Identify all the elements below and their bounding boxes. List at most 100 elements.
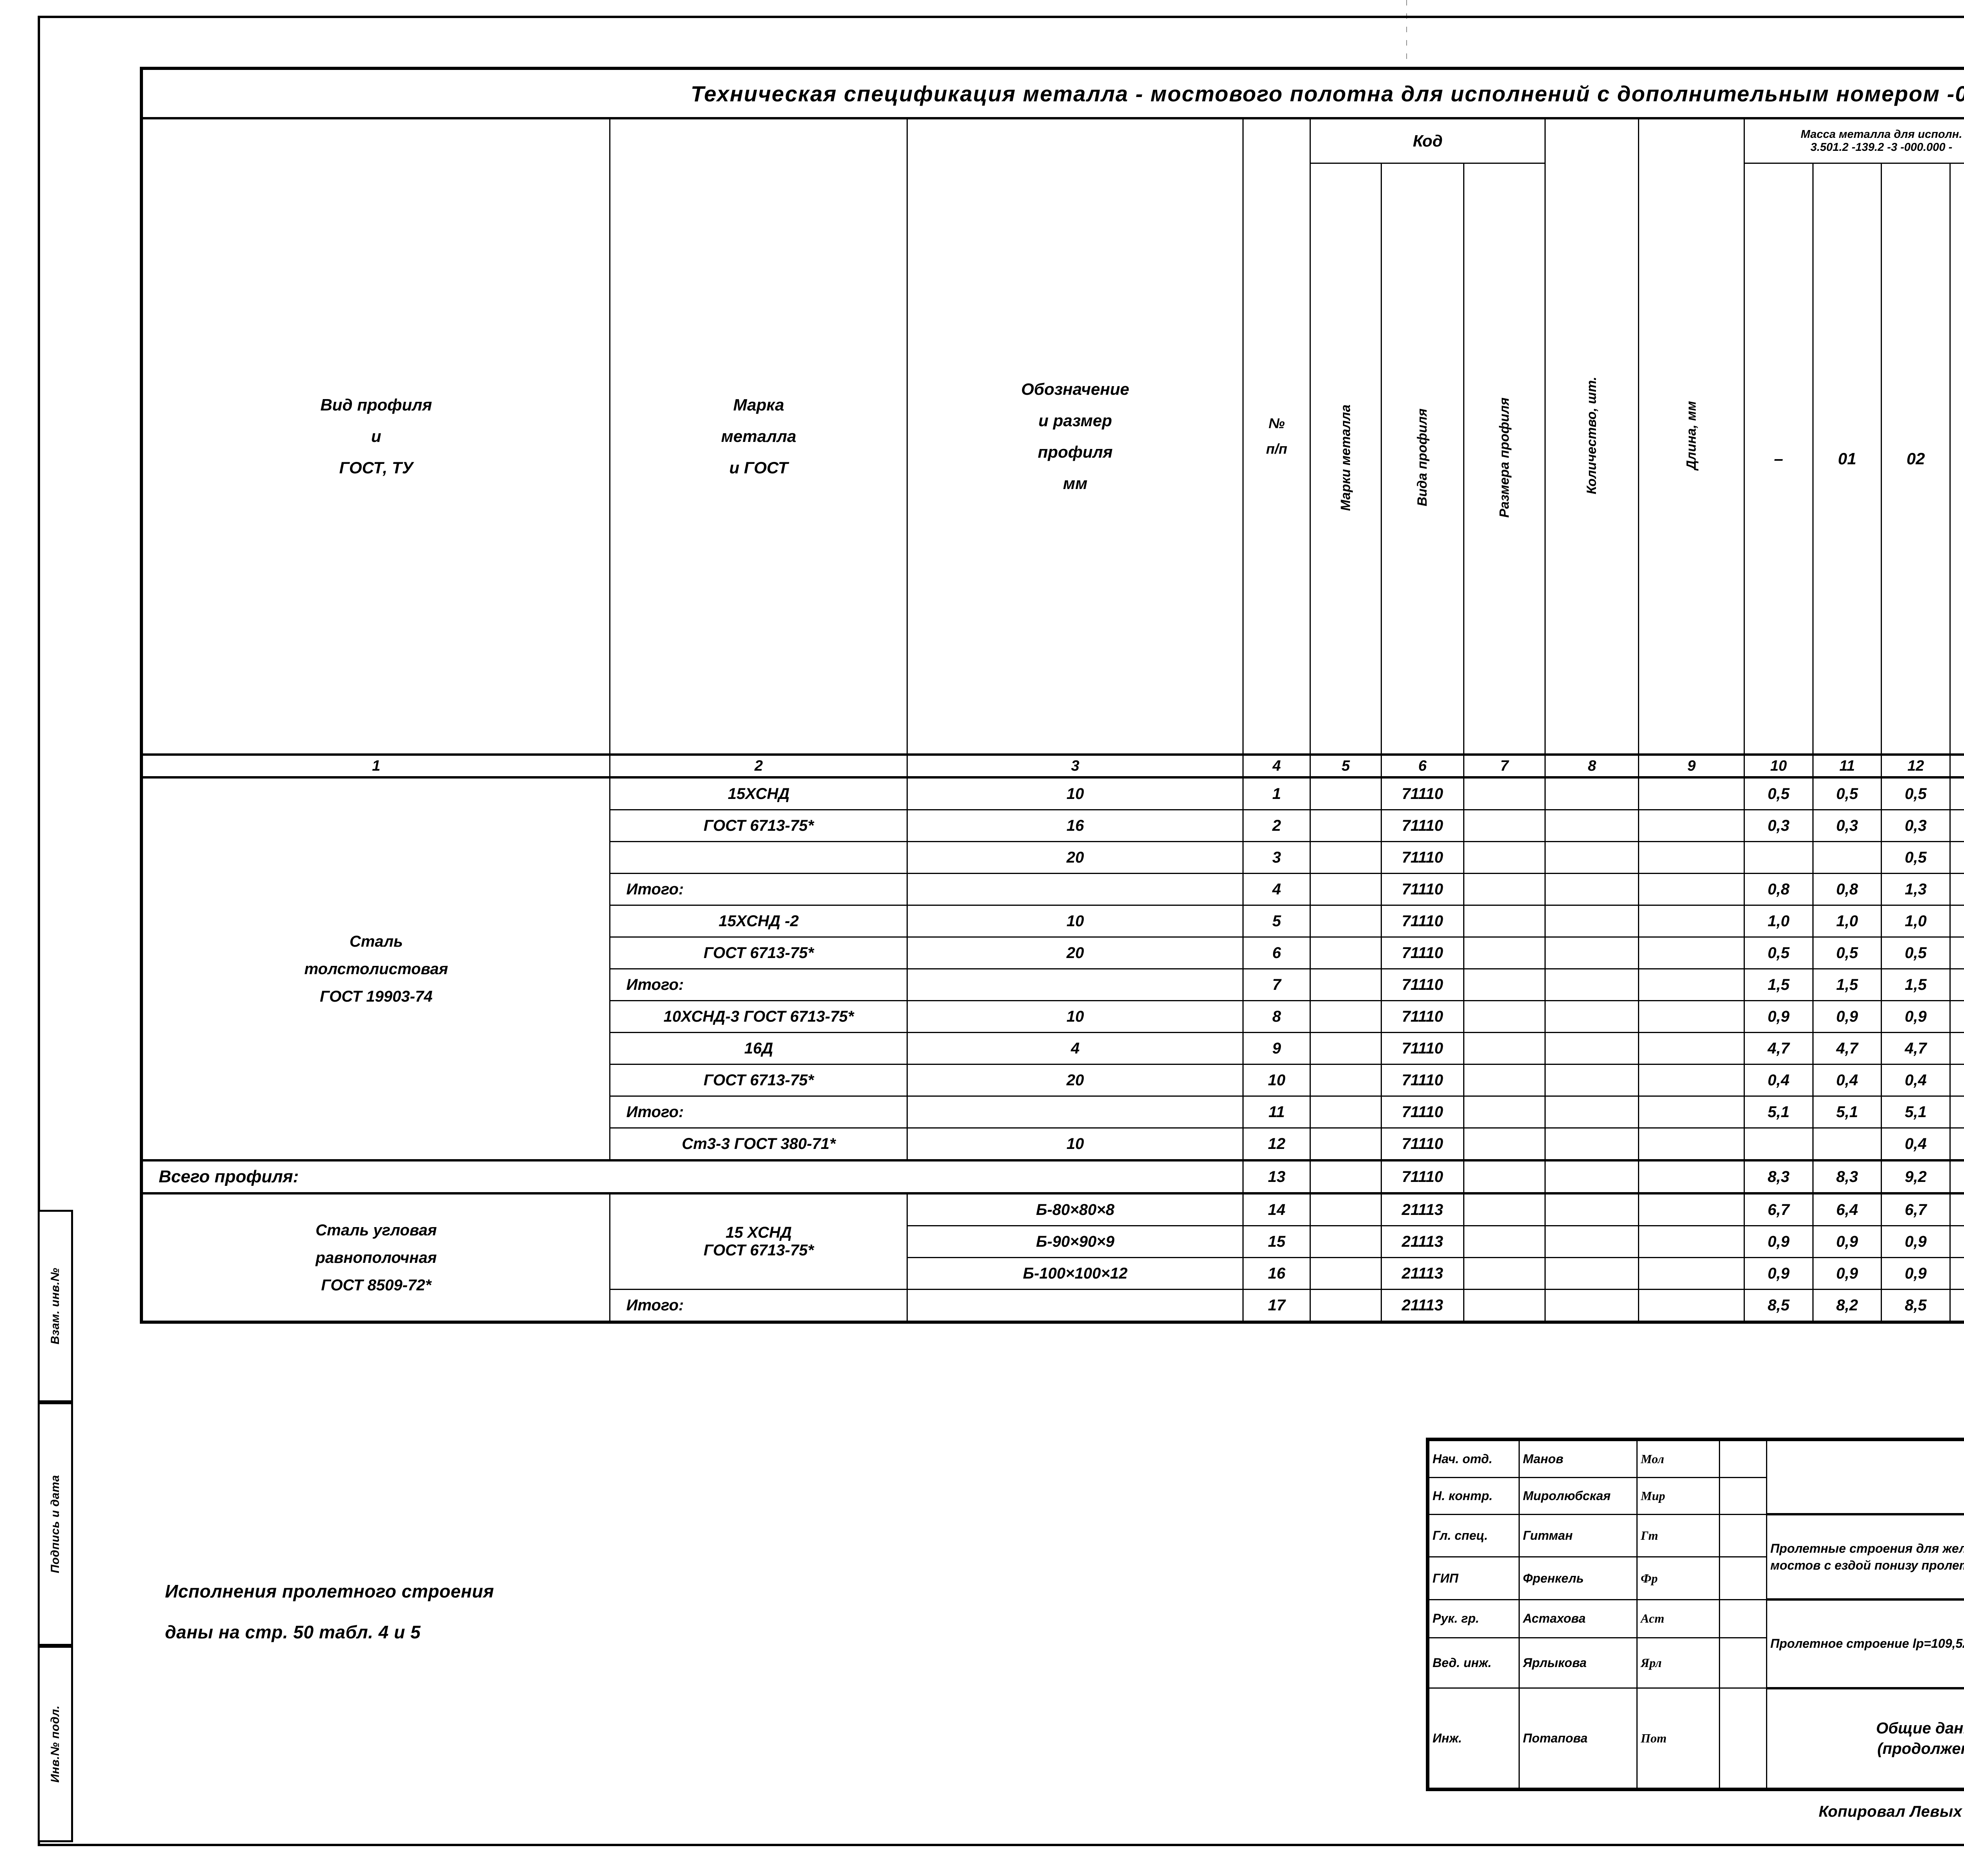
- cell-code-metal: [1310, 1032, 1382, 1065]
- cell-no: 7: [1242, 968, 1311, 1001]
- cell-mass-01: 0,9: [1812, 1225, 1882, 1258]
- cell-length: [1638, 1192, 1745, 1226]
- cell-mass-01: 0,5: [1812, 776, 1882, 810]
- cell-mass-02: 0,4: [1881, 1064, 1951, 1097]
- cell-mass-03: 1,5: [1949, 968, 1964, 1001]
- table-row: ГОСТ 6713-75* 16 2 71110 0,3 0,3 0,3 0,3: [143, 809, 1964, 842]
- cell-grade: 15ХСНД: [609, 776, 908, 810]
- cell-mass-dash: 0,9: [1744, 1225, 1814, 1258]
- header-col-5: Марки металла: [1310, 163, 1382, 755]
- stamp-drawing-name: Пролетное строение lр=109,52 м: [1766, 1599, 1964, 1689]
- cell-mass-03: 5,1: [1949, 1096, 1964, 1129]
- cell-grade: 15ХСНД -2: [609, 905, 908, 938]
- cell-code-size: [1463, 1225, 1546, 1258]
- cell-no: 6: [1242, 936, 1311, 969]
- header-col-1-l1: Вид профиля: [320, 396, 432, 414]
- column-number-row: 1 2 3 4 5 6 7 8 9 10 11 12 13 14 15 16 1…: [141, 753, 1964, 778]
- cell-mass-03: 6,4: [1949, 1192, 1964, 1226]
- cell-mass-01: 6,4: [1812, 1192, 1882, 1226]
- cell-no: 2: [1242, 809, 1311, 842]
- cell-qty: [1544, 1127, 1640, 1161]
- cell-qty: [1544, 936, 1640, 969]
- cell-length: [1638, 1064, 1745, 1097]
- cell-length: [1638, 1127, 1745, 1161]
- cell-size: Б-80×80×8: [907, 1192, 1244, 1226]
- cell-mass-01: 0,5: [1812, 936, 1882, 969]
- cell-length: [1638, 1096, 1745, 1129]
- colnum-4: 4: [1242, 753, 1311, 778]
- header-col-3-l2: и размер: [1038, 411, 1112, 430]
- cell-size: 4: [907, 1032, 1244, 1065]
- cell-code-metal: [1310, 936, 1382, 969]
- cell-mass-03: 0,9: [1949, 1000, 1964, 1033]
- stamp-signature-3: Гт: [1636, 1513, 1720, 1558]
- header-mass-group-l2: 3.501.2 -139.2 -3 -000.000 -: [1810, 141, 1953, 154]
- cell-length: [1638, 968, 1745, 1001]
- drawing-frame: [38, 16, 1964, 1846]
- table-row: 15ХСНД -2 10 5 71110 1,0 1,0 1,0 1,0: [143, 905, 1964, 938]
- cell-mass-dash: 0,5: [1744, 936, 1814, 969]
- group-label-l3: ГОСТ 8509-72*: [321, 1276, 431, 1294]
- cell-mass-03: 4,7: [1949, 1032, 1964, 1065]
- stamp-name-2: Миролюбская: [1519, 1477, 1638, 1515]
- stamp-date-6: [1719, 1637, 1767, 1689]
- table-row: Б-90×90×9 15 21113 0,9 0,9 0,9 0,9: [143, 1225, 1964, 1258]
- cell-code-size: [1463, 1032, 1546, 1065]
- stamp-date-3: [1719, 1513, 1767, 1558]
- cell-code-size: [1463, 1000, 1546, 1033]
- stamp-signature-6: Ярл: [1636, 1637, 1720, 1689]
- cell-code-kind: 21113: [1380, 1257, 1464, 1290]
- cell-code-kind: 21113: [1380, 1289, 1464, 1322]
- stamp-date-7: [1719, 1687, 1767, 1789]
- header-col-1-l3: ГОСТ, ТУ: [339, 458, 413, 477]
- cell-qty: [1544, 968, 1640, 1001]
- table-row: Итого: 4 71110 0,8 0,8 1,3 1,3: [143, 873, 1964, 906]
- cell-mass-dash: 8,3: [1744, 1159, 1814, 1194]
- cell-no: 15: [1242, 1225, 1311, 1258]
- stamp-signature-5: Аст: [1636, 1599, 1720, 1639]
- colnum-6: 6: [1380, 753, 1464, 778]
- note-line-1: Исполнения пролетного строения: [165, 1581, 494, 1601]
- cell-no: 4: [1242, 873, 1311, 906]
- cell-mass-dash: [1744, 841, 1814, 874]
- cell-mass-02: 1,3: [1881, 873, 1951, 906]
- cell-mass-dash: 0,8: [1744, 873, 1814, 906]
- stamp-role-6: Вед. инж.: [1428, 1637, 1520, 1689]
- cell-mass-dash: 8,5: [1744, 1289, 1814, 1322]
- cell-mass-dash: 0,4: [1744, 1064, 1814, 1097]
- cell-grade: ГОСТ 6713-75*: [609, 1064, 908, 1097]
- cell-size: 10: [907, 905, 1244, 938]
- header-col-2: Марка металла и ГОСТ: [609, 117, 908, 755]
- header-col-2-l1: Марка: [733, 396, 784, 414]
- stamp-name-1: Манов: [1519, 1440, 1638, 1478]
- cell-code-size: [1463, 968, 1546, 1001]
- cell-mass-01: 1,0: [1812, 905, 1882, 938]
- table-row: Итого: 11 71110 5,1 5,1 5,1 5,1: [143, 1096, 1964, 1129]
- cell-grade: Итого:: [609, 968, 908, 1001]
- table-row: Сталь угловая равнополочная ГОСТ 8509-72…: [141, 1192, 1964, 1322]
- cell-code-metal: [1310, 873, 1382, 906]
- stamp-doc-name-l2: (продолжение): [1877, 1740, 1964, 1757]
- margin-block-zam-inv: Взам. инв.№: [38, 1210, 73, 1402]
- cell-qty: [1544, 1225, 1640, 1258]
- cell-length: [1638, 776, 1745, 810]
- cell-no: 11: [1242, 1096, 1311, 1129]
- cell-mass-02: 0,5: [1881, 936, 1951, 969]
- cell-code-kind: 71110: [1380, 968, 1464, 1001]
- header-col-1: Вид профиля и ГОСТ, ТУ: [141, 117, 611, 755]
- stamp-role-2: Н. контр.: [1428, 1477, 1520, 1515]
- colnum-10: 10: [1744, 753, 1814, 778]
- colnum-3: 3: [907, 753, 1244, 778]
- cell-mass-01: 1,5: [1812, 968, 1882, 1001]
- cell-mass-02: 0,9: [1881, 1225, 1951, 1258]
- cell-size: [907, 968, 1244, 1001]
- cell-mass-03: 0,9: [1949, 1257, 1964, 1290]
- stamp-object-l1: Пролетные строения для железнодорожных: [1770, 1541, 1964, 1555]
- stamp-designation: 3.501.2-139.2-3-000.000.ДО: [1766, 1440, 1964, 1516]
- cell-code-kind: 71110: [1380, 873, 1464, 906]
- stamp-object-l2: мостов с ездой понизу пролетами 33- 110 …: [1770, 1558, 1964, 1572]
- cell-mass-03: 0,4: [1949, 1127, 1964, 1161]
- cell-code-kind: 71110: [1380, 905, 1464, 938]
- cell-mass-01: 0,9: [1812, 1000, 1882, 1033]
- cell-code-metal: [1310, 776, 1382, 810]
